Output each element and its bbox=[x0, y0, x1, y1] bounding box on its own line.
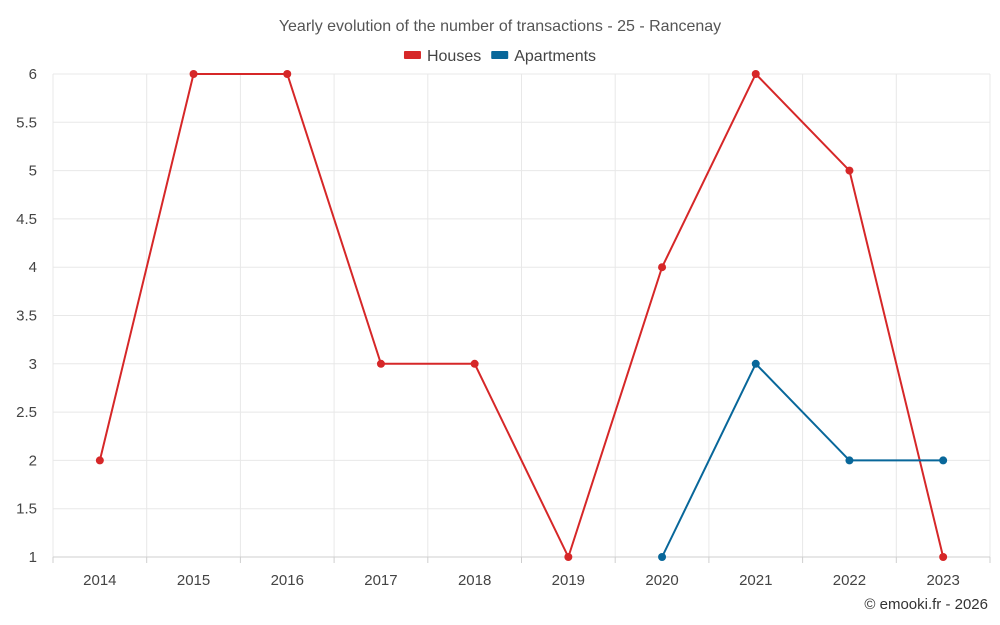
x-axis: 2014 2015 2016 2017 2018 2019 2020 2021 2022 2023 bbox=[52, 557, 991, 589]
data-point[interactable] bbox=[376, 359, 385, 368]
legend-item-houses[interactable]: Houses bbox=[403, 48, 481, 65]
x-tick-label: 2018 bbox=[458, 572, 491, 589]
data-point[interactable] bbox=[658, 553, 667, 561]
y-tick-label: 2.5 bbox=[16, 404, 37, 421]
y-tick-label: 1 bbox=[29, 549, 37, 566]
series-houses bbox=[95, 70, 948, 561]
chart-title: Yearly evolution of the number of transa… bbox=[279, 18, 721, 35]
data-point[interactable] bbox=[470, 359, 479, 368]
x-tick-label: 2019 bbox=[552, 572, 585, 589]
data-point[interactable] bbox=[939, 553, 948, 561]
data-point[interactable] bbox=[95, 456, 104, 465]
data-point[interactable] bbox=[845, 166, 854, 175]
y-tick-label: 5 bbox=[29, 163, 37, 180]
legend-swatch bbox=[403, 51, 421, 59]
legend: Houses Apartments bbox=[403, 48, 596, 65]
x-tick-label: 2016 bbox=[271, 572, 304, 589]
data-point[interactable] bbox=[283, 70, 292, 78]
series-apartments bbox=[658, 359, 948, 561]
y-tick-label: 6 bbox=[29, 66, 37, 83]
y-tick-label: 5.5 bbox=[16, 114, 37, 131]
y-tick-label: 2 bbox=[29, 452, 37, 469]
x-tick-label: 2014 bbox=[83, 572, 116, 589]
data-point[interactable] bbox=[751, 359, 760, 368]
x-tick-label: 2022 bbox=[833, 572, 866, 589]
legend-label: Houses bbox=[427, 48, 481, 65]
data-point[interactable] bbox=[939, 456, 948, 465]
data-point[interactable] bbox=[564, 553, 573, 561]
series-line bbox=[661, 362, 944, 558]
grid bbox=[52, 73, 991, 558]
data-point[interactable] bbox=[845, 456, 854, 465]
legend-swatch bbox=[491, 51, 509, 59]
y-tick-label: 1.5 bbox=[16, 501, 37, 518]
y-axis: 1 1.5 2 2.5 3 3.5 4 4.5 5 5.5 6 bbox=[16, 66, 37, 566]
x-tick-label: 2021 bbox=[739, 572, 772, 589]
y-tick-label: 3 bbox=[29, 356, 37, 373]
data-point[interactable] bbox=[751, 70, 760, 78]
data-point[interactable] bbox=[658, 263, 667, 272]
y-tick-label: 4 bbox=[29, 259, 37, 276]
x-tick-label: 2017 bbox=[364, 572, 397, 589]
x-tick-label: 2015 bbox=[177, 572, 210, 589]
data-point[interactable] bbox=[189, 70, 198, 78]
credit-text: © emooki.fr - 2026 bbox=[864, 596, 988, 613]
series-line bbox=[98, 72, 945, 560]
x-tick-label: 2020 bbox=[645, 572, 678, 589]
series-layer bbox=[95, 70, 948, 561]
legend-item-apartments[interactable]: Apartments bbox=[491, 48, 596, 65]
legend-label: Apartments bbox=[514, 48, 596, 65]
y-tick-label: 3.5 bbox=[16, 308, 37, 325]
x-tick-label: 2023 bbox=[926, 572, 959, 589]
y-tick-label: 4.5 bbox=[16, 211, 37, 228]
